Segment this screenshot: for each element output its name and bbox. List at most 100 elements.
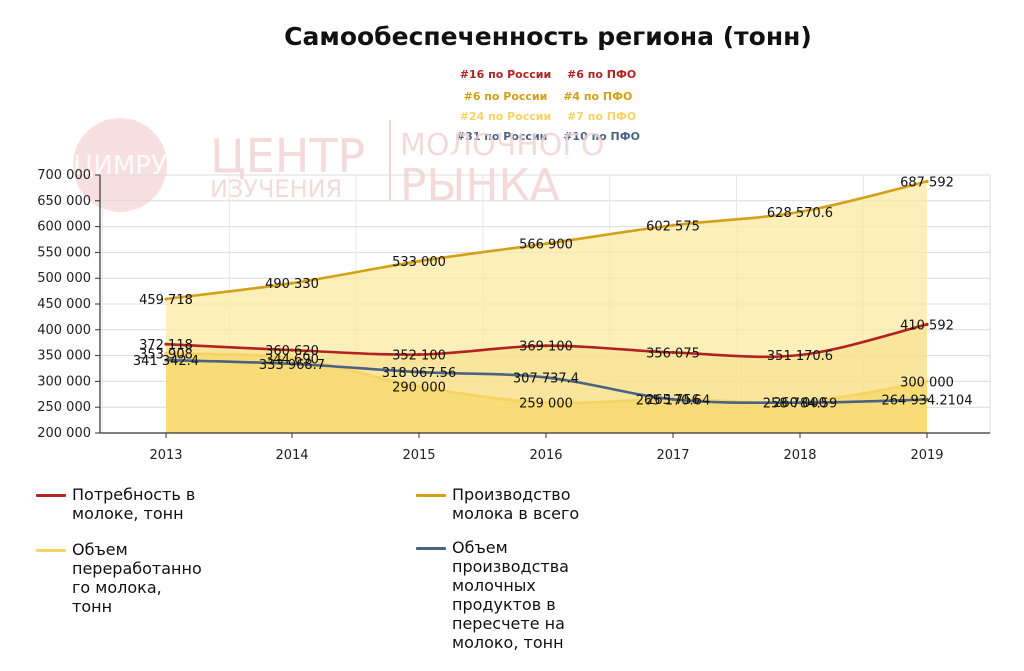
watermark: ЦИМРУ ЦЕНТР ИЗУЧЕНИЯ МОЛОЧНОГО РЫНКА (73, 118, 604, 212)
data-point (417, 259, 421, 263)
data-point (417, 352, 421, 357)
data-point (164, 358, 168, 362)
data-label: 369 100 (519, 340, 573, 355)
area-1 (166, 181, 927, 433)
x-tick-label: 2019 (910, 448, 943, 463)
ranking-dairy-products: #31 по России #10 по ПФО (0, 130, 1024, 143)
data-label: 333 968.7 (259, 358, 325, 373)
x-tick-label: 2017 (656, 448, 689, 463)
data-point (925, 397, 929, 402)
data-point (164, 351, 168, 356)
watermark-logo-text: ЦИМРУ (73, 151, 167, 181)
legend-swatch (36, 494, 66, 497)
data-label: 352 100 (392, 349, 446, 364)
y-tick-label: 600 000 (37, 220, 91, 235)
data-point (544, 375, 548, 380)
data-label: 300 000 (900, 375, 954, 390)
data-point (290, 356, 294, 360)
y-tick-label: 350 000 (37, 349, 91, 364)
y-tick-label: 700 000 (37, 168, 91, 183)
data-point (798, 401, 802, 405)
data-label: 318 067.56 (382, 366, 456, 381)
x-tick-label: 2014 (275, 448, 308, 463)
legend-item-dairy-products[interactable]: Объем производства молочных продуктов в … (416, 538, 569, 652)
watermark-logo-circle (73, 118, 167, 212)
rank-pfo: #4 по ПФО (563, 90, 633, 103)
rank-russia: #24 по России (459, 110, 552, 123)
x-tick-label: 2018 (783, 448, 816, 463)
y-tick-label: 300 000 (37, 374, 91, 389)
data-label: 290 000 (392, 381, 446, 396)
data-label: 351 170.6 (767, 349, 833, 364)
data-point (290, 348, 294, 352)
legend-label: Производство молока в всего (452, 485, 580, 523)
data-point (798, 353, 802, 357)
legend-swatch (416, 494, 446, 497)
rank-russia: #6 по России (463, 90, 548, 103)
y-tick-label: 500 000 (37, 271, 91, 286)
data-label: 533 000 (392, 255, 446, 270)
y-tick-label: 550 000 (37, 245, 91, 260)
data-point (671, 223, 675, 227)
watermark-line4: РЫНКА (400, 160, 560, 211)
legend-label: Объем производства молочных продуктов в … (452, 538, 569, 652)
legend-item-processed[interactable]: Объем переработанно го молока, тонн (36, 540, 202, 616)
data-point (544, 344, 548, 348)
data-label: 372 118 (139, 338, 193, 353)
data-point (164, 297, 168, 301)
legend-item-consumption[interactable]: Потребность в молоке, тонн (36, 485, 195, 523)
data-point (671, 397, 675, 401)
x-tick-label: 2016 (529, 448, 562, 463)
data-label: 566 900 (519, 238, 573, 253)
legend-label: Объем переработанно го молока, тонн (72, 540, 202, 616)
x-tick-label: 2015 (402, 448, 435, 463)
data-label: 360 620 (265, 344, 319, 359)
data-label: 264 934.2104 (882, 393, 973, 408)
data-point (290, 281, 294, 285)
data-label: 307 737.4 (513, 371, 579, 386)
ranking-processed: #24 по России #7 по ПФО (0, 110, 1024, 123)
data-label: 265 170.64 (636, 393, 710, 408)
data-label: 353 908 (139, 348, 193, 363)
data-label: 602 575 (646, 219, 700, 234)
data-point (925, 379, 929, 383)
watermark-line2: ИЗУЧЕНИЯ (210, 175, 342, 203)
data-label: 687 592 (900, 175, 954, 190)
watermark-line3: МОЛОЧНОГО (400, 128, 604, 163)
data-point (164, 342, 168, 346)
y-tick-label: 400 000 (37, 323, 91, 338)
chart-title: Самообеспеченность региона (тонн) (284, 22, 812, 51)
legend-label: Потребность в молоке, тонн (72, 485, 196, 523)
legend-swatch (36, 549, 66, 552)
rank-russia: #31 по России (455, 130, 548, 143)
watermark-line1: ЦЕНТР (210, 129, 365, 183)
data-label: 259 000 (519, 397, 573, 412)
y-tick-label: 250 000 (37, 400, 91, 415)
data-point (925, 322, 929, 326)
area-2 (166, 353, 927, 433)
data-point (544, 242, 548, 246)
ranking-consumption: #16 по России #6 по ПФО (0, 68, 1024, 81)
legend-item-production[interactable]: Производство молока в всего (416, 485, 579, 523)
line-chart: ЦИМРУ ЦЕНТР ИЗУЧЕНИЯ МОЛОЧНОГО РЫНКА 700… (37, 118, 991, 463)
data-label: 459 718 (139, 293, 193, 308)
data-labels: 372 118 360 620 352 100 369 100 356 075 351 1… (133, 175, 973, 411)
rank-pfo: #10 по ПФО (563, 130, 641, 143)
data-point (417, 384, 421, 389)
series-lines (164, 179, 929, 405)
data-point (544, 400, 548, 405)
data-label: 265 756 (646, 393, 700, 408)
rank-russia: #16 по России (459, 68, 552, 81)
axes: 700 000 650 000 600 000 550 000 500 000 450 0… (37, 168, 990, 463)
data-label: 260 000 (773, 396, 827, 411)
y-tick-label: 450 000 (37, 297, 91, 312)
data-label: 356 075 (646, 346, 700, 361)
data-label: 490 330 (265, 277, 319, 292)
rank-pfo: #6 по ПФО (567, 68, 637, 81)
y-tick-label: 200 000 (37, 426, 91, 441)
data-label: 258 784.59 (763, 397, 837, 412)
data-label: 628 570.6 (767, 206, 833, 221)
legend-swatch (416, 547, 446, 550)
data-point (290, 362, 294, 366)
rank-pfo: #7 по ПФО (567, 110, 637, 123)
